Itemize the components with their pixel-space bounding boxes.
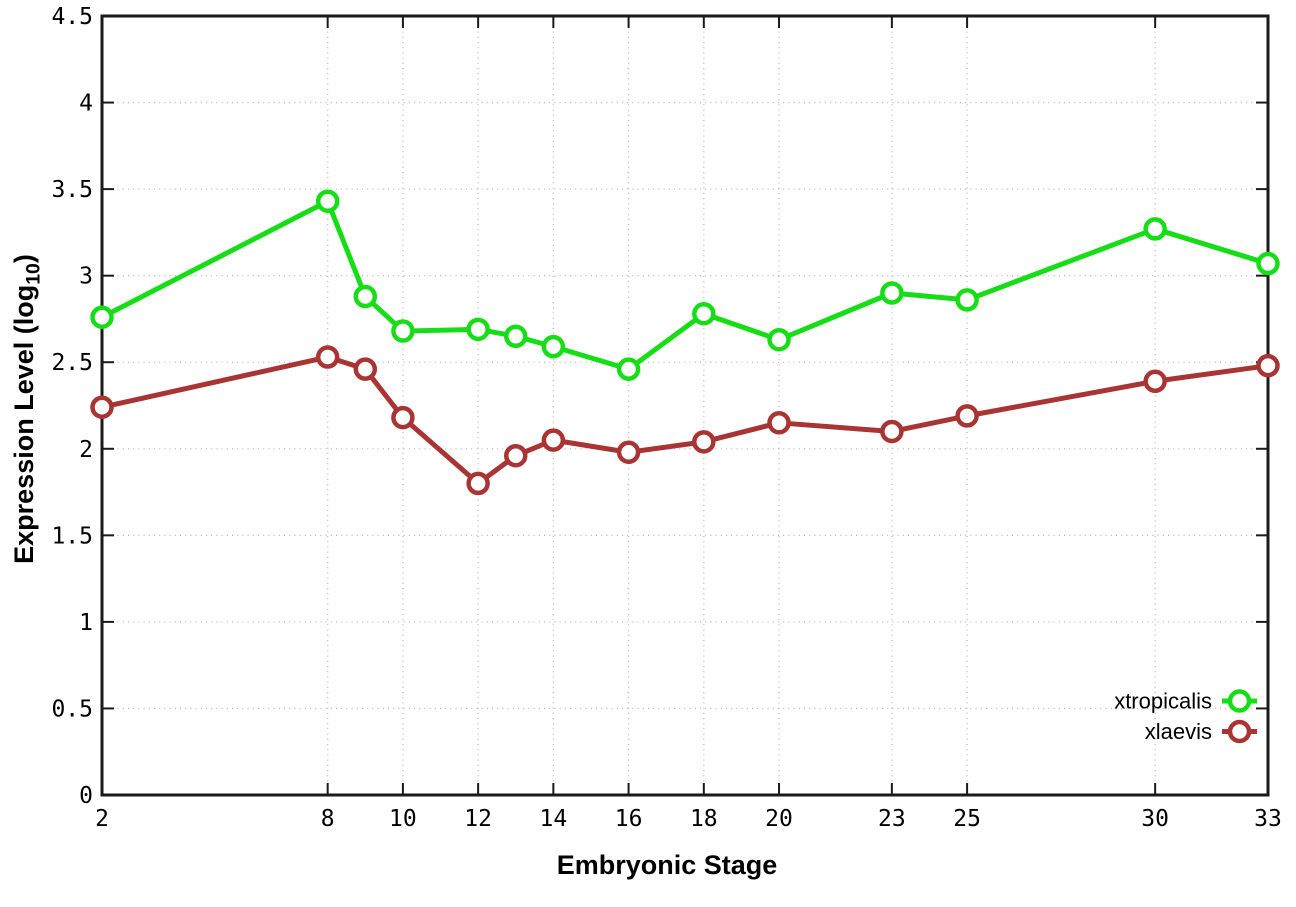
- data-point-xtropicalis: [692, 302, 716, 326]
- data-point-xlaevis: [616, 440, 641, 464]
- x-tick-label: 14: [540, 806, 568, 832]
- tick-labels: 0 0.5 1 1.5 2 2.5 3 3.5 4 4.5 2 8 10 12 14 16 18 20 23 25 30…: [51, 4, 1281, 832]
- y-tick-label: 4: [79, 91, 93, 117]
- legend-label-xtropicalis: xtropicalis: [1114, 689, 1212, 714]
- y-tick-label: 3.5: [51, 177, 93, 203]
- data-point-xlaevis: [315, 345, 340, 369]
- x-tick-label: 25: [953, 806, 981, 832]
- y-axis-title: Expression Level (log10): [9, 159, 45, 659]
- x-tick-label: 12: [464, 806, 492, 832]
- data-point-xtropicalis: [503, 324, 528, 349]
- x-tick-label: 10: [389, 806, 417, 832]
- data-point-xtropicalis: [541, 334, 566, 359]
- x-tick-label: 8: [321, 806, 335, 832]
- y-tick-label: 2.5: [51, 350, 93, 376]
- axis-ticks: [101, 15, 1269, 796]
- data-point-xlaevis: [353, 357, 378, 381]
- border-rect: [100, 14, 1270, 797]
- y-axis-title-subscript: 10: [22, 263, 45, 285]
- legend-marker-xlaevis: [1227, 719, 1252, 744]
- legend-marker-xtropicalis: [1227, 689, 1252, 713]
- plot-border: [100, 14, 1270, 797]
- x-tick-label: 30: [1141, 806, 1169, 832]
- series-line-xlaevis: [101, 354, 1269, 486]
- data-point-xtropicalis: [466, 317, 490, 342]
- data-point-xtropicalis: [1143, 217, 1167, 241]
- y-tick-label: 1: [79, 610, 93, 636]
- y-axis-title-suffix: ): [9, 254, 39, 264]
- gridlines: [102, 16, 1268, 795]
- data-series: [90, 189, 1280, 496]
- x-tick-label: 33: [1254, 806, 1282, 832]
- y-tick-label: 3: [79, 264, 93, 290]
- x-tick-label: 18: [690, 806, 718, 832]
- data-point-xlaevis: [880, 419, 904, 444]
- x-tick-label: 2: [95, 806, 109, 832]
- data-point-xlaevis: [391, 405, 415, 430]
- x-tick-label: 16: [615, 806, 643, 832]
- data-point-xtropicalis: [616, 357, 641, 381]
- data-point-xtropicalis: [880, 281, 904, 305]
- y-tick-label: 1.5: [51, 523, 93, 549]
- data-point-xtropicalis: [391, 319, 415, 343]
- data-point-xlaevis: [503, 443, 528, 468]
- data-point-xlaevis: [541, 428, 566, 452]
- legend: xtropicalis xlaevis: [1114, 689, 1257, 744]
- y-tick-label: 0: [79, 783, 93, 809]
- y-tick-label: 0.5: [51, 696, 93, 722]
- series-line-xtropicalis: [100, 198, 1269, 372]
- y-tick-label: 4.5: [51, 4, 93, 30]
- data-point-xtropicalis: [90, 305, 114, 329]
- data-point-xtropicalis: [955, 288, 979, 312]
- data-point-xtropicalis: [1256, 251, 1280, 276]
- data-point-xtropicalis: [767, 327, 791, 352]
- data-point-xlaevis: [90, 395, 114, 419]
- data-point-xlaevis: [1143, 369, 1167, 394]
- data-point-xlaevis: [466, 471, 490, 496]
- data-point-xtropicalis: [353, 284, 378, 309]
- data-point-xlaevis: [955, 404, 979, 428]
- x-tick-label: 23: [878, 806, 906, 832]
- x-axis-title: Embryonic Stage: [556, 850, 778, 880]
- data-point-xlaevis: [692, 430, 716, 454]
- data-point-xlaevis: [1256, 353, 1280, 378]
- legend-label-xlaevis: xlaevis: [1145, 719, 1212, 744]
- y-axis-title-text: Expression Level (log: [9, 284, 39, 564]
- data-point-xlaevis: [767, 411, 791, 435]
- x-tick-label: 20: [765, 806, 793, 832]
- data-point-xtropicalis: [315, 189, 340, 213]
- y-tick-label: 2: [79, 437, 93, 463]
